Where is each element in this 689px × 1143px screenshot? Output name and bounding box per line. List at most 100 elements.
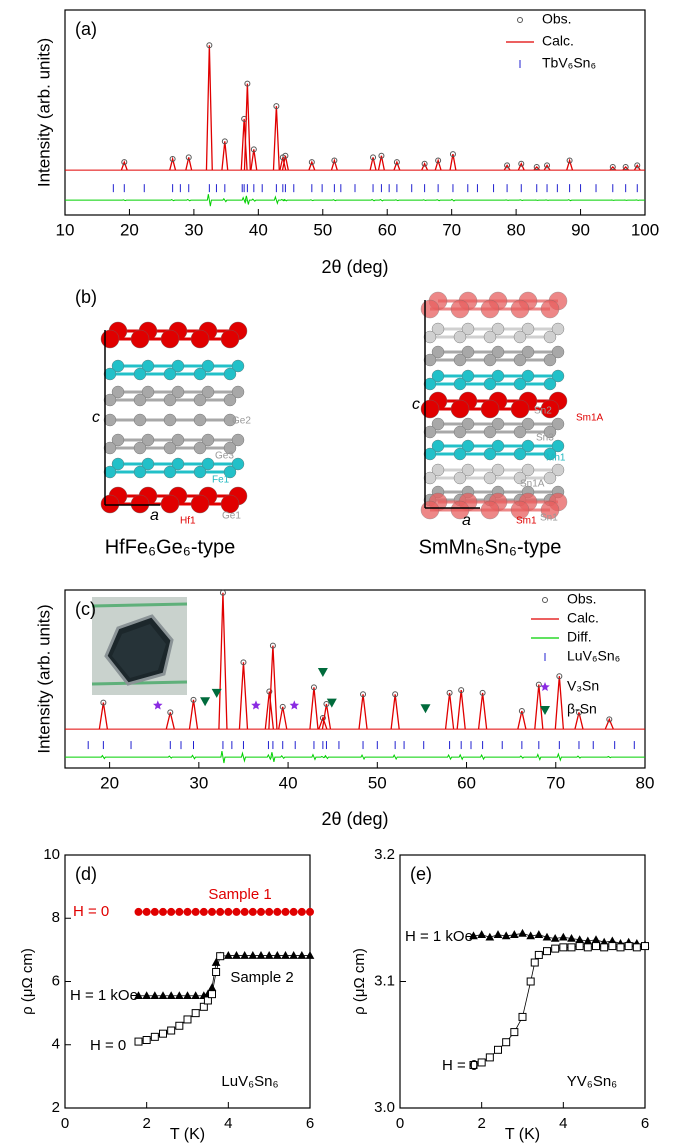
data-point: [158, 991, 168, 1000]
data-point: [142, 991, 152, 1000]
obs-point: [535, 681, 542, 688]
panel-label: (c): [75, 599, 96, 619]
calc-peak: [393, 160, 401, 171]
atom: [540, 500, 560, 520]
atom: [431, 322, 445, 336]
data-point: [534, 930, 544, 938]
atom: [201, 457, 215, 471]
atom: [171, 457, 185, 471]
atom: [543, 471, 557, 485]
y-tick-label: 4: [52, 1036, 60, 1053]
atom: [423, 425, 437, 439]
y-axis-label: ρ (μΩ cm): [19, 948, 36, 1015]
obs-point: [169, 155, 176, 162]
calc-peak: [503, 164, 511, 171]
atom: [521, 322, 535, 336]
x-tick-label: 2: [142, 1115, 150, 1132]
data-point: [575, 942, 584, 951]
structure-name: SmMn₆Sn₆-type: [419, 536, 562, 558]
obs-point: [435, 157, 442, 164]
y-tick-label: 3.1: [374, 972, 395, 989]
data-point: [485, 932, 495, 941]
x-axis-label: T (K): [505, 1126, 540, 1143]
calc-peak: [566, 158, 574, 171]
calc-peak: [279, 157, 287, 171]
calc-peak: [449, 154, 457, 171]
atom: [163, 393, 177, 407]
legend-label: TbV₆Sn₆: [542, 55, 596, 71]
phase-marker: [317, 668, 328, 678]
atom: [521, 439, 535, 453]
atom: [543, 330, 557, 344]
atom: [491, 369, 505, 383]
obs-point: [533, 163, 540, 170]
atom: [551, 439, 565, 453]
calc-peak: [421, 162, 429, 171]
legend-symbol: [540, 706, 550, 715]
x-tick-label: 70: [546, 773, 565, 792]
atom: [453, 330, 467, 344]
atom: [220, 329, 240, 349]
obs-point: [308, 159, 315, 166]
data-point: [183, 991, 192, 1000]
atom-label: Sn1: [540, 513, 558, 524]
data-point: [289, 951, 299, 959]
data-point: [150, 1032, 159, 1041]
x-tick-label: 60: [457, 773, 476, 792]
obs-point: [606, 716, 613, 723]
atom: [551, 345, 565, 359]
obs-point: [167, 709, 174, 716]
atom: [420, 500, 440, 520]
y-tick-label: 3.2: [374, 846, 395, 863]
y-tick-label: 3.0: [374, 1099, 395, 1116]
atom: [111, 359, 125, 373]
data-point: [264, 951, 274, 959]
atom: [201, 359, 215, 373]
calc-peak: [318, 716, 328, 730]
crystal-photo: [91, 597, 188, 695]
x-tick-label: 4: [559, 1115, 567, 1132]
data-point: [281, 907, 290, 916]
atom: [491, 439, 505, 453]
atom: [223, 367, 237, 381]
atom: [521, 345, 535, 359]
atom: [160, 494, 180, 514]
calc-peak: [517, 162, 525, 171]
annotation: H = 0: [90, 1037, 126, 1054]
data-point: [518, 1012, 527, 1021]
atom: [201, 385, 215, 399]
atom: [193, 393, 207, 407]
atom: [461, 369, 475, 383]
data-point: [281, 951, 290, 959]
atom: [163, 441, 177, 455]
calc-peak: [534, 684, 544, 730]
data-point: [624, 942, 633, 951]
data-point: [306, 907, 314, 916]
atom-label: Fe1: [212, 475, 230, 486]
obs-point: [518, 160, 525, 167]
atom: [141, 359, 155, 373]
annotation: Sample 1: [208, 886, 271, 903]
obs-point: [273, 103, 280, 110]
atom: [483, 471, 497, 485]
obs-point: [206, 42, 213, 49]
calc-peak: [264, 691, 275, 730]
calc-peak: [517, 710, 527, 730]
obs-point: [240, 659, 247, 666]
x-axis-label: 2θ (deg): [321, 809, 388, 829]
data-point: [134, 991, 143, 1000]
plot-frame: [64, 589, 646, 769]
data-point: [216, 952, 225, 961]
data-point: [305, 951, 315, 959]
annotation: LuV₆Sn₆: [221, 1073, 278, 1090]
atom: [461, 322, 475, 336]
data-point: [224, 907, 233, 916]
obs-point: [622, 163, 629, 170]
obs-point: [219, 589, 226, 596]
data-point: [216, 907, 225, 916]
atom: [100, 329, 120, 349]
calc-peak: [169, 156, 177, 171]
atom: [423, 377, 437, 391]
data-point: [543, 947, 551, 956]
